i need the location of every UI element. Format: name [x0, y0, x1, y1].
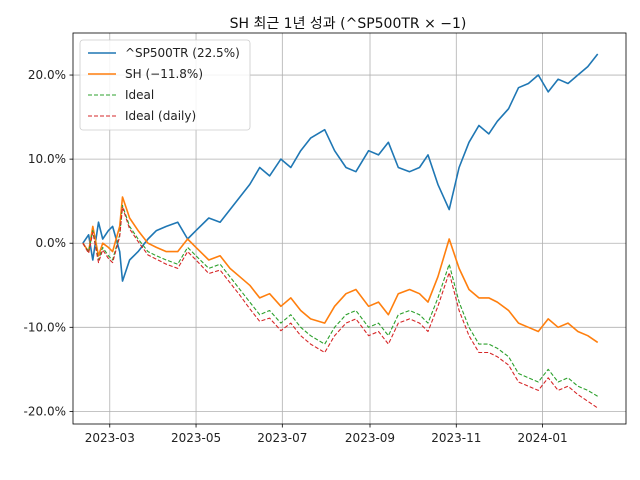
y-axis: 20.0% 10.0% 0.0% -10.0% -20.0%	[24, 68, 73, 418]
y-tick-label: -10.0%	[24, 320, 66, 334]
plot-frame	[72, 32, 627, 425]
y-tick-label: 20.0%	[28, 68, 66, 82]
y-tick-label: 10.0%	[28, 152, 66, 166]
chart-title: SH 최근 1년 성과 (^SP500TR × −1)	[230, 16, 467, 32]
series-line-4	[82, 206, 599, 409]
legend-label-4: Ideal (daily)	[125, 109, 196, 123]
x-tick-label: 2023-07	[257, 431, 307, 445]
y-tick-label: 0.0%	[36, 236, 67, 250]
legend-label-3: Ideal	[125, 88, 154, 102]
legend-label-2: SH (−11.8%)	[125, 67, 203, 81]
x-axis: 2023-03 2023-05 2023-07 2023-09 2023-11 2024-…	[85, 424, 568, 445]
series-line-2	[82, 196, 599, 344]
legend-label-1: ^SP500TR (22.5%)	[125, 46, 240, 60]
legend: ^SP500TR (22.5%) SH (−11.8%) Ideal Ideal (d…	[79, 39, 251, 131]
series-line-1	[82, 53, 599, 282]
x-tick-label: 2024-01	[517, 431, 567, 445]
x-tick-label: 2023-09	[345, 431, 395, 445]
grid	[73, 33, 626, 424]
x-tick-label: 2023-03	[85, 431, 135, 445]
series-group	[82, 53, 599, 409]
x-tick-label: 2023-05	[171, 431, 221, 445]
x-tick-label: 2023-11	[431, 431, 481, 445]
series-line-3	[82, 204, 598, 397]
y-tick-label: -20.0%	[24, 404, 66, 418]
legend-box	[79, 39, 251, 131]
